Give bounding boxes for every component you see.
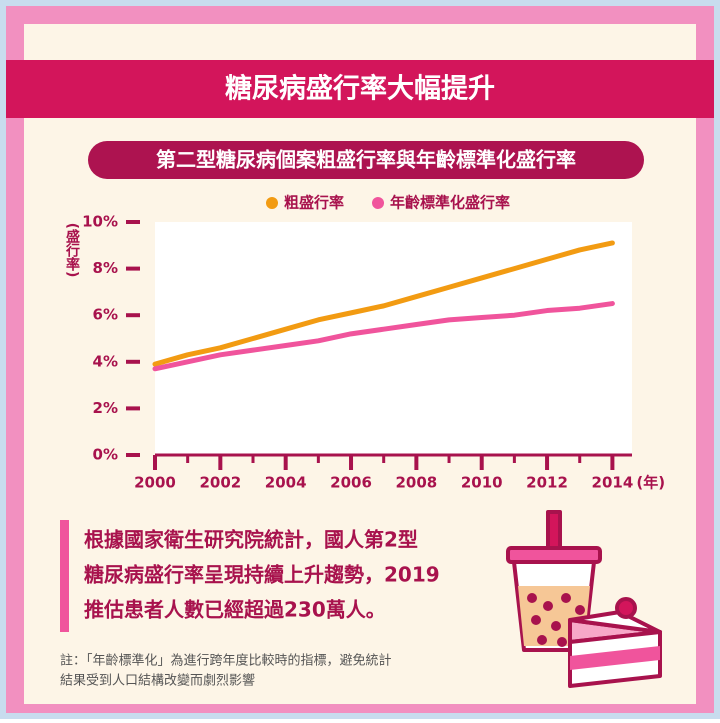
- summary-line: 推估患者人數已經超過230萬人。: [84, 598, 386, 622]
- title: 糖尿病盛行率大幅提升: [225, 73, 495, 105]
- plot-area: [155, 222, 632, 455]
- subtitle-pill: [88, 141, 644, 179]
- summary-line: 根據國家衛生研究院統計，國人第2型: [84, 528, 418, 552]
- x-tick-label: 2014: [592, 474, 634, 492]
- y-tick-label: 0%: [93, 446, 118, 464]
- cake-illustration: [568, 597, 662, 688]
- x-axis-label: (年): [636, 474, 665, 492]
- chart-layer: 0% 2% 4% 6% 8% 10% 2000 2002 2004 2006 2008 2010 201…: [82, 194, 665, 492]
- x-tick-label: 2010: [461, 474, 503, 492]
- y-axis-label: (盛行率): [64, 223, 81, 278]
- note: 註：「年齡標準化」為進行跨年度比較時的指標，避免統計結果受到人口結構改變而劇烈影…: [60, 653, 392, 689]
- x-tick-label: 2006: [330, 474, 372, 492]
- legend-swatch: [266, 197, 278, 209]
- subtitle: 第二型糖尿病個案粗盛行率與年齡標準化盛行率: [156, 148, 576, 172]
- x-tick-label: 2002: [199, 474, 241, 492]
- note-line: 結果受到人口結構改變而劇烈影響: [60, 673, 255, 689]
- note-line: 註：「年齡標準化」為進行跨年度比較時的指標，避免統計: [60, 653, 392, 669]
- x-tick-label: 2000: [134, 474, 176, 492]
- legend-label: 粗盛行率: [284, 194, 344, 212]
- series-line: [152, 301, 615, 372]
- title-banner: [6, 60, 714, 118]
- legend-label: 年齡標準化盛行率: [390, 194, 510, 212]
- legend-swatch: [372, 197, 385, 209]
- x-tick-label: 2008: [395, 474, 437, 492]
- y-tick-label: 2%: [93, 399, 118, 417]
- x-tick-label: 2012: [526, 474, 568, 492]
- series-line: [152, 240, 615, 367]
- x-tick-label: 2004: [265, 474, 307, 492]
- summary-line: 糖尿病盛行率呈現持續上升趨勢，2019: [84, 563, 440, 587]
- quote-bar: [60, 520, 69, 632]
- y-tick-label: 8%: [93, 259, 118, 277]
- y-tick-label: 6%: [93, 306, 118, 324]
- y-tick-label: 4%: [93, 352, 118, 370]
- y-tick-label: 10%: [82, 213, 118, 231]
